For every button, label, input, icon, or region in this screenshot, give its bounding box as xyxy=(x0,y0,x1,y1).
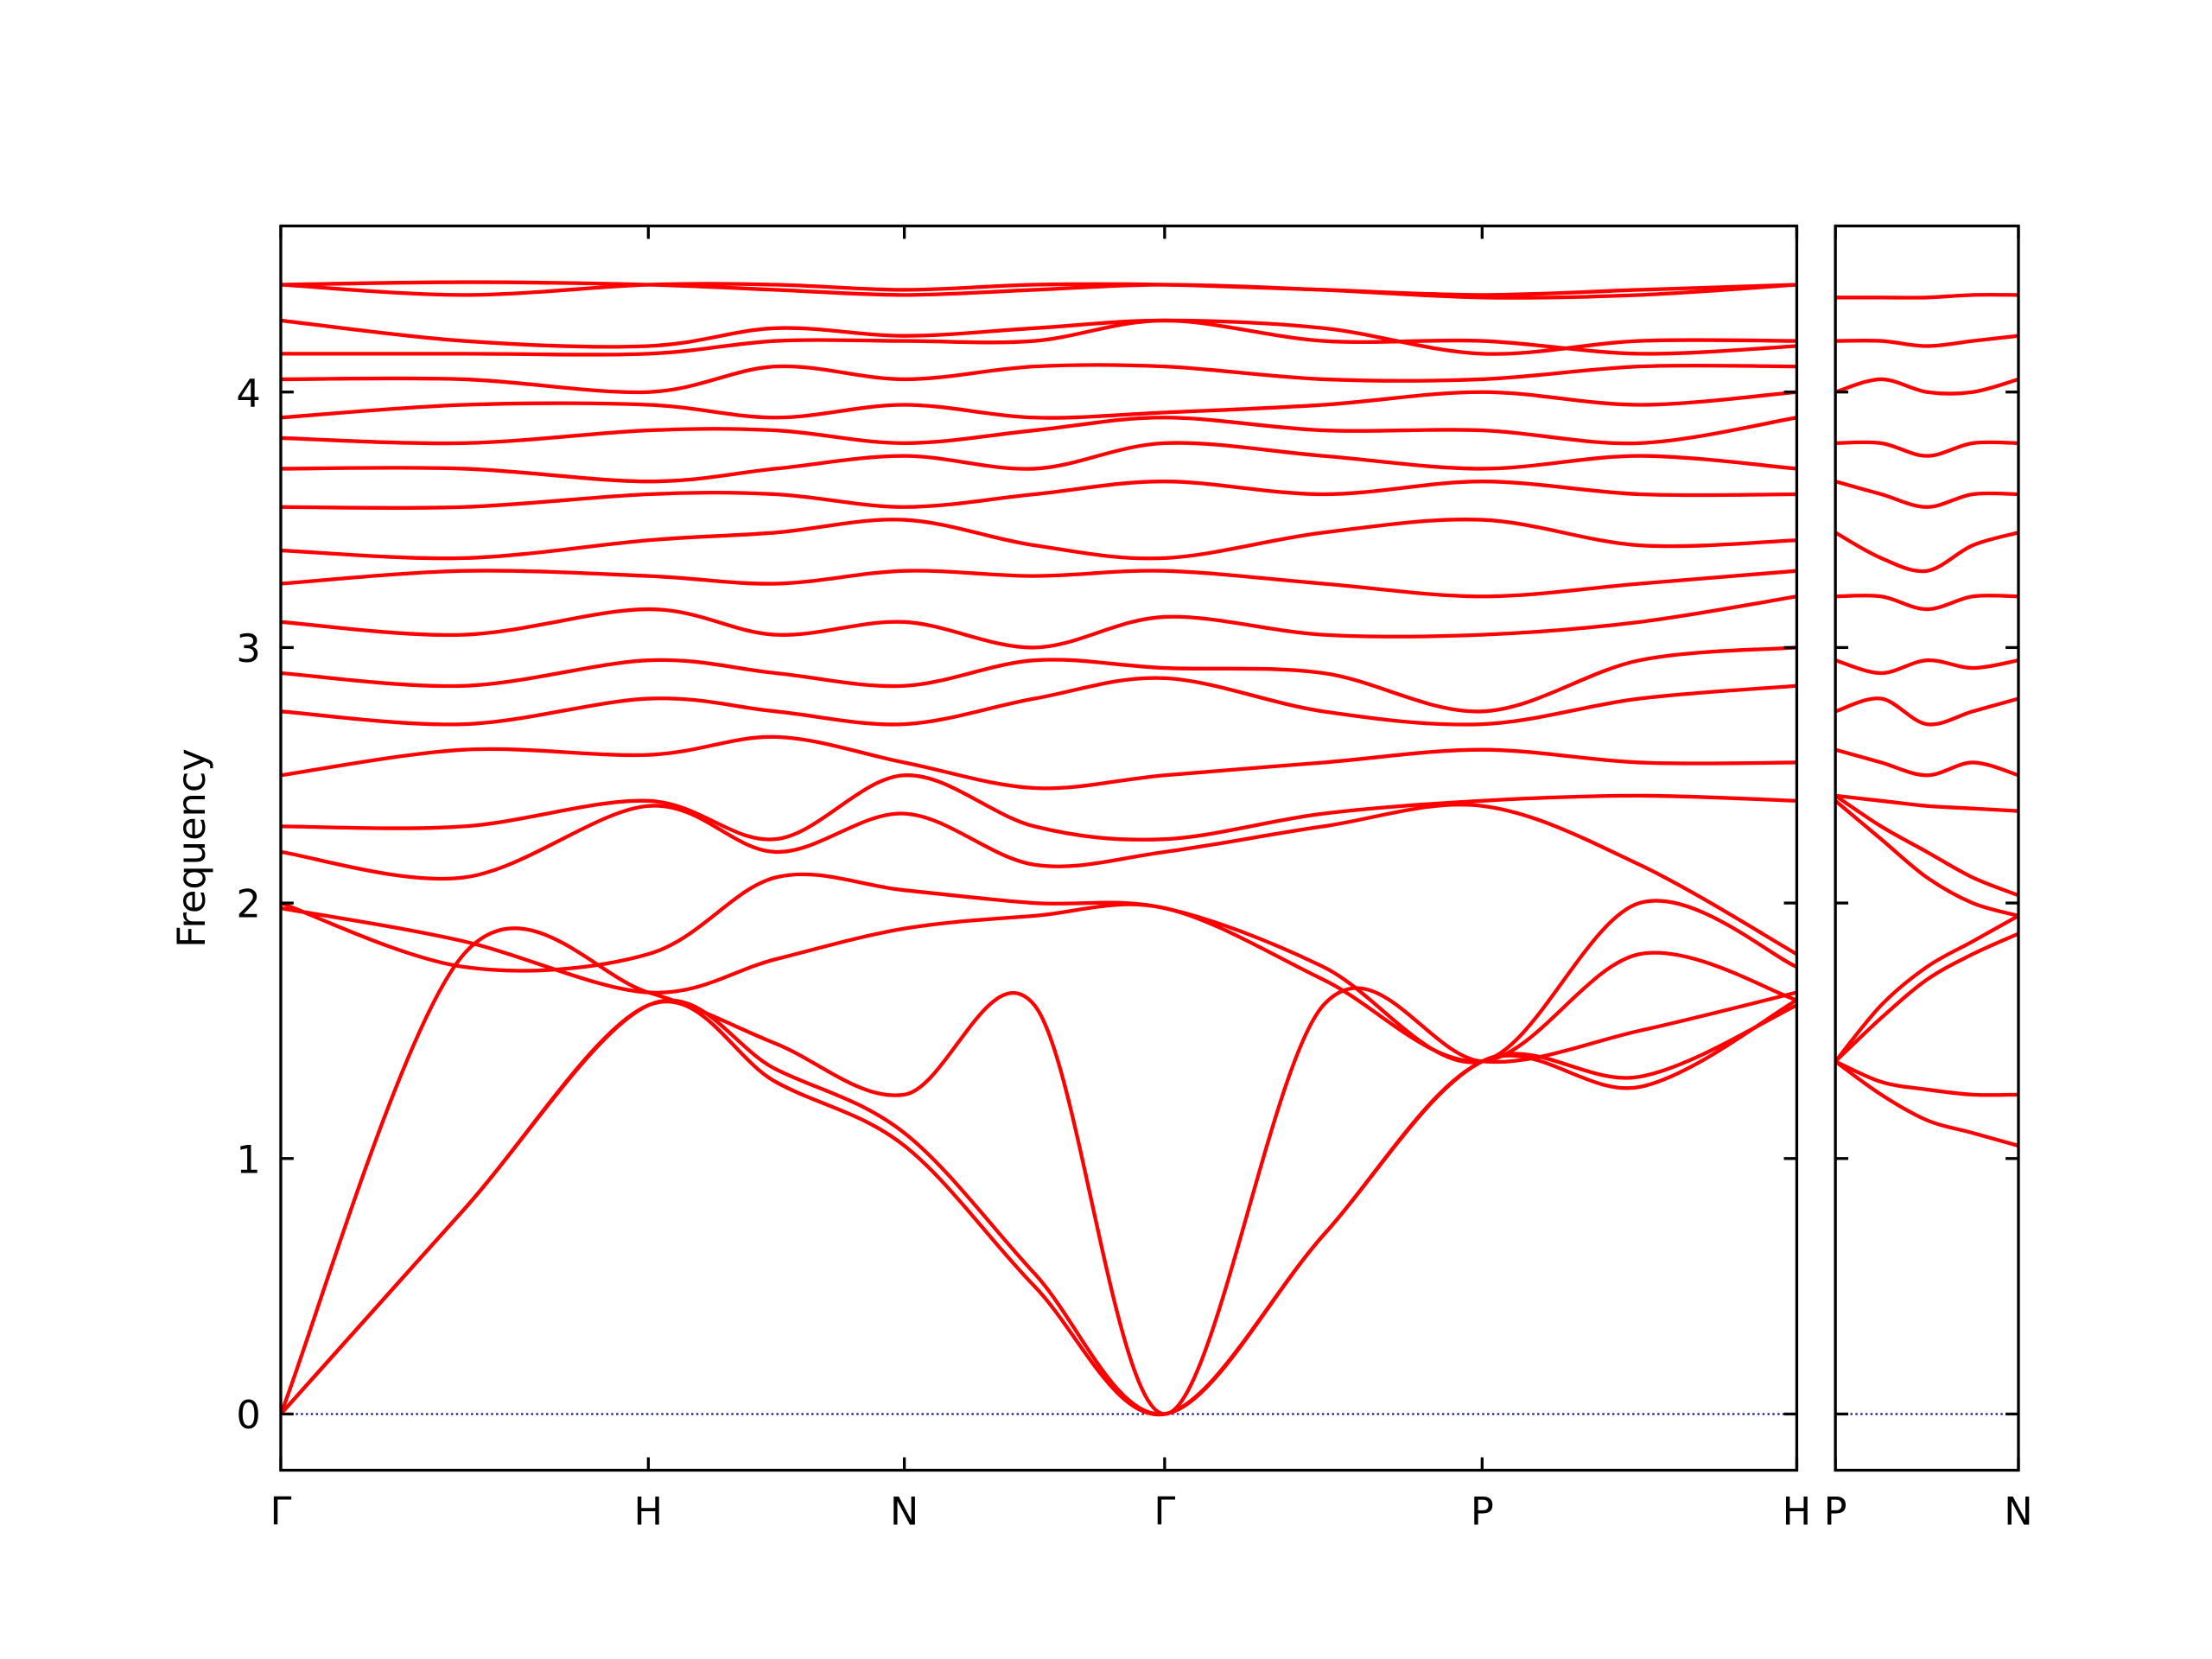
band-line xyxy=(1835,799,2018,918)
band-line xyxy=(1835,658,2018,676)
y-tick-label: 1 xyxy=(236,1137,260,1182)
band-line xyxy=(280,872,1797,1065)
x-tick-label: Γ xyxy=(1154,1489,1175,1534)
band-line xyxy=(1835,794,2018,898)
band-line xyxy=(280,480,1797,511)
band-line xyxy=(280,416,1797,446)
band-line xyxy=(280,569,1797,599)
band-line xyxy=(280,318,1797,356)
band-line xyxy=(1835,594,2018,612)
x-tick-label: N xyxy=(890,1489,918,1534)
band-line xyxy=(280,363,1797,395)
band-line xyxy=(1835,440,2018,458)
band-line xyxy=(1835,292,2018,300)
plot-area xyxy=(1835,292,2018,1415)
band-line xyxy=(1835,931,2018,1063)
band-line xyxy=(1835,531,2018,574)
band-line xyxy=(280,645,1797,714)
x-tick-label: H xyxy=(1783,1489,1812,1534)
band-line xyxy=(280,441,1797,484)
y-tick-label: 2 xyxy=(236,882,260,927)
x-tick-label: N xyxy=(2004,1489,2032,1534)
x-tick-label: P xyxy=(1471,1489,1494,1534)
y-tick-label: 4 xyxy=(236,371,260,416)
band-line xyxy=(280,902,1797,1064)
plot-area xyxy=(280,280,1797,1417)
plot-frame xyxy=(279,224,1799,1472)
band-line xyxy=(1835,696,2018,727)
band-line xyxy=(280,282,1797,297)
band-line xyxy=(280,803,1797,957)
band-line xyxy=(1835,1059,2018,1097)
band-line xyxy=(1835,334,2018,348)
x-tick-label: H xyxy=(634,1489,664,1534)
band-line xyxy=(1835,480,2018,509)
y-tick-label: 0 xyxy=(236,1393,260,1438)
band-line xyxy=(280,734,1797,791)
plot-frame xyxy=(1834,224,2020,1472)
band-line xyxy=(280,998,1797,1416)
band-line xyxy=(280,390,1797,420)
band-line xyxy=(280,676,1797,727)
x-tick-label: Γ xyxy=(270,1489,292,1534)
band-line xyxy=(280,280,1797,300)
x-tick-label: P xyxy=(1824,1489,1847,1534)
band-line xyxy=(280,773,1797,842)
band-line xyxy=(1835,793,2018,813)
band-line xyxy=(280,594,1797,650)
band-line xyxy=(280,518,1797,561)
band-line xyxy=(1835,1059,2018,1148)
band-line xyxy=(280,318,1797,357)
band-line xyxy=(1835,377,2018,396)
band-line xyxy=(1835,913,2018,1063)
y-tick-label: 3 xyxy=(236,626,260,671)
y-axis-label: Frequency xyxy=(169,748,214,948)
band-line xyxy=(1835,747,2018,778)
